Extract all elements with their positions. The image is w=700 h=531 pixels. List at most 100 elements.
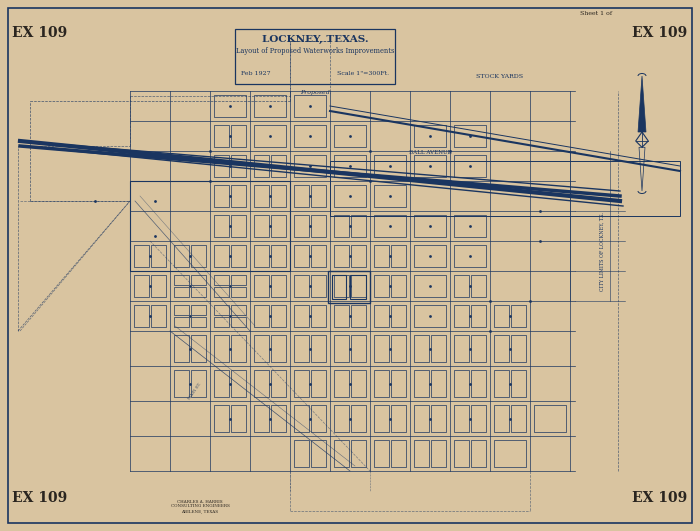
Bar	[391, 275, 406, 297]
Bar	[374, 405, 389, 432]
Bar	[214, 245, 229, 267]
Bar	[391, 370, 406, 397]
Bar	[231, 125, 246, 147]
Bar	[191, 305, 206, 315]
Bar	[271, 305, 286, 327]
Bar	[334, 370, 349, 397]
Bar	[174, 370, 189, 397]
Text: MAIN ST.: MAIN ST.	[188, 382, 202, 400]
Text: CITY LIMITS OF LOCKNEY, TX.: CITY LIMITS OF LOCKNEY, TX.	[599, 211, 605, 290]
Bar	[294, 125, 326, 147]
Bar	[494, 440, 526, 467]
Bar	[391, 440, 406, 467]
Text: BALL AVENUE: BALL AVENUE	[409, 150, 452, 156]
Bar	[134, 245, 149, 267]
Bar	[414, 215, 446, 237]
Text: Layout of Proposed Waterworks Improvements: Layout of Proposed Waterworks Improvemen…	[236, 47, 394, 55]
Bar	[214, 215, 229, 237]
Bar	[334, 125, 366, 147]
Bar	[231, 370, 246, 397]
Bar	[494, 370, 509, 397]
Bar	[191, 275, 206, 285]
Bar	[214, 287, 229, 297]
Bar	[414, 335, 429, 362]
Text: Feb 1927: Feb 1927	[241, 71, 271, 76]
Bar	[351, 440, 366, 467]
Bar	[254, 215, 269, 237]
Bar	[334, 405, 349, 432]
Bar	[231, 317, 246, 327]
Bar	[311, 185, 326, 207]
Bar	[174, 305, 189, 315]
Bar	[471, 305, 486, 327]
Bar	[431, 405, 446, 432]
Bar	[191, 317, 206, 327]
Bar	[414, 405, 429, 432]
Bar	[271, 335, 286, 362]
Bar	[351, 370, 366, 397]
Bar	[311, 215, 326, 237]
Bar	[151, 305, 166, 327]
Bar	[254, 275, 269, 297]
Bar	[374, 440, 389, 467]
Bar	[454, 370, 469, 397]
Bar	[231, 305, 246, 315]
Bar	[231, 405, 246, 432]
Bar	[214, 370, 229, 397]
Bar	[254, 305, 269, 327]
Bar	[391, 305, 406, 327]
Bar	[231, 185, 246, 207]
Bar	[294, 215, 309, 237]
Bar	[351, 405, 366, 432]
Bar	[334, 305, 349, 327]
Bar	[351, 335, 366, 362]
Bar	[334, 185, 366, 207]
Bar	[511, 370, 526, 397]
Bar	[174, 287, 189, 297]
Bar	[214, 405, 229, 432]
Bar	[454, 440, 469, 467]
Bar	[494, 305, 509, 327]
Bar	[311, 245, 326, 267]
Bar	[214, 317, 229, 327]
Bar	[471, 440, 486, 467]
Bar	[254, 185, 269, 207]
Bar	[414, 370, 429, 397]
Bar	[311, 405, 326, 432]
Bar	[271, 370, 286, 397]
Bar	[511, 335, 526, 362]
Bar	[391, 405, 406, 432]
Bar	[471, 275, 486, 297]
Bar	[254, 95, 286, 117]
Bar	[294, 370, 309, 397]
Text: EX 109: EX 109	[632, 26, 687, 40]
Bar	[351, 275, 366, 297]
Bar	[174, 317, 189, 327]
Bar	[214, 335, 229, 362]
Bar	[231, 335, 246, 362]
Bar	[294, 185, 309, 207]
Bar	[214, 305, 229, 315]
Bar	[334, 275, 349, 297]
Bar	[294, 335, 309, 362]
Bar	[511, 305, 526, 327]
Bar	[454, 275, 469, 297]
Text: Proposed: Proposed	[300, 90, 330, 95]
Text: STOCK YARDS: STOCK YARDS	[477, 73, 524, 79]
Bar	[174, 245, 189, 267]
Bar	[214, 155, 229, 177]
Bar	[332, 275, 346, 299]
Bar	[374, 155, 406, 177]
Bar	[271, 155, 286, 177]
Bar	[214, 275, 229, 285]
Bar	[191, 245, 206, 267]
Bar	[294, 440, 309, 467]
Bar	[374, 185, 406, 207]
Bar	[214, 125, 229, 147]
Bar	[271, 215, 286, 237]
Bar	[454, 305, 469, 327]
Bar	[374, 215, 406, 237]
Bar	[294, 245, 309, 267]
Text: EX 109: EX 109	[13, 26, 68, 40]
Bar	[454, 245, 486, 267]
